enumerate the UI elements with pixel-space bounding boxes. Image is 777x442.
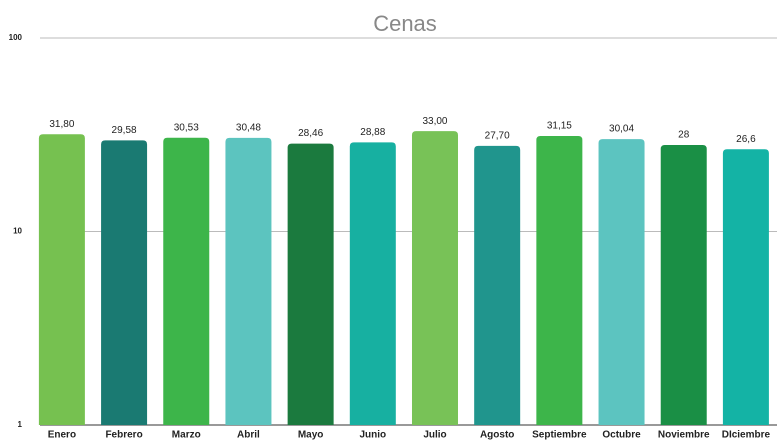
- bar: [722, 149, 769, 425]
- value-label: 31,15: [547, 121, 572, 132]
- bar: [163, 137, 210, 425]
- value-label: 30,48: [236, 122, 261, 133]
- bar: [660, 144, 707, 425]
- x-tick-label: Marzo: [172, 430, 201, 441]
- value-label: 26,6: [736, 134, 756, 145]
- bar: [38, 134, 85, 426]
- x-tick-label: Septiembre: [532, 430, 587, 441]
- x-tick-label: Enero: [48, 430, 76, 441]
- bar: [225, 137, 272, 425]
- chart-title: Cenas: [373, 11, 437, 36]
- value-label: 30,04: [609, 124, 634, 135]
- value-label: 28: [678, 130, 690, 141]
- bar: [349, 142, 396, 425]
- x-tick-label: Abril: [237, 430, 260, 441]
- bar: [287, 143, 334, 426]
- value-label: 27,70: [485, 131, 510, 142]
- value-label: 33,00: [422, 116, 447, 127]
- bar: [536, 136, 583, 425]
- value-label: 28,46: [298, 128, 323, 139]
- x-tick-label: Febrero: [105, 430, 142, 441]
- value-label: 31,80: [49, 119, 74, 130]
- bar: [411, 131, 458, 426]
- bar: [474, 145, 521, 425]
- x-tick-label: Mayo: [298, 430, 324, 441]
- x-tick-label: Noviembre: [658, 430, 710, 441]
- x-tick-label: Julio: [423, 430, 446, 441]
- x-tick-label: Octubre: [602, 430, 641, 441]
- x-tick-label: DIciembre: [722, 430, 771, 441]
- value-label: 29,58: [112, 125, 137, 136]
- value-label: 30,53: [174, 122, 199, 133]
- y-tick-label: 100: [9, 33, 23, 42]
- value-label: 28,88: [360, 127, 385, 138]
- bar: [101, 140, 148, 425]
- x-tick-label: Junio: [359, 430, 386, 441]
- bar: [598, 139, 645, 425]
- y-tick-label: 10: [13, 227, 22, 236]
- x-tick-label: Agosto: [480, 430, 514, 441]
- y-tick-label: 1: [18, 420, 23, 429]
